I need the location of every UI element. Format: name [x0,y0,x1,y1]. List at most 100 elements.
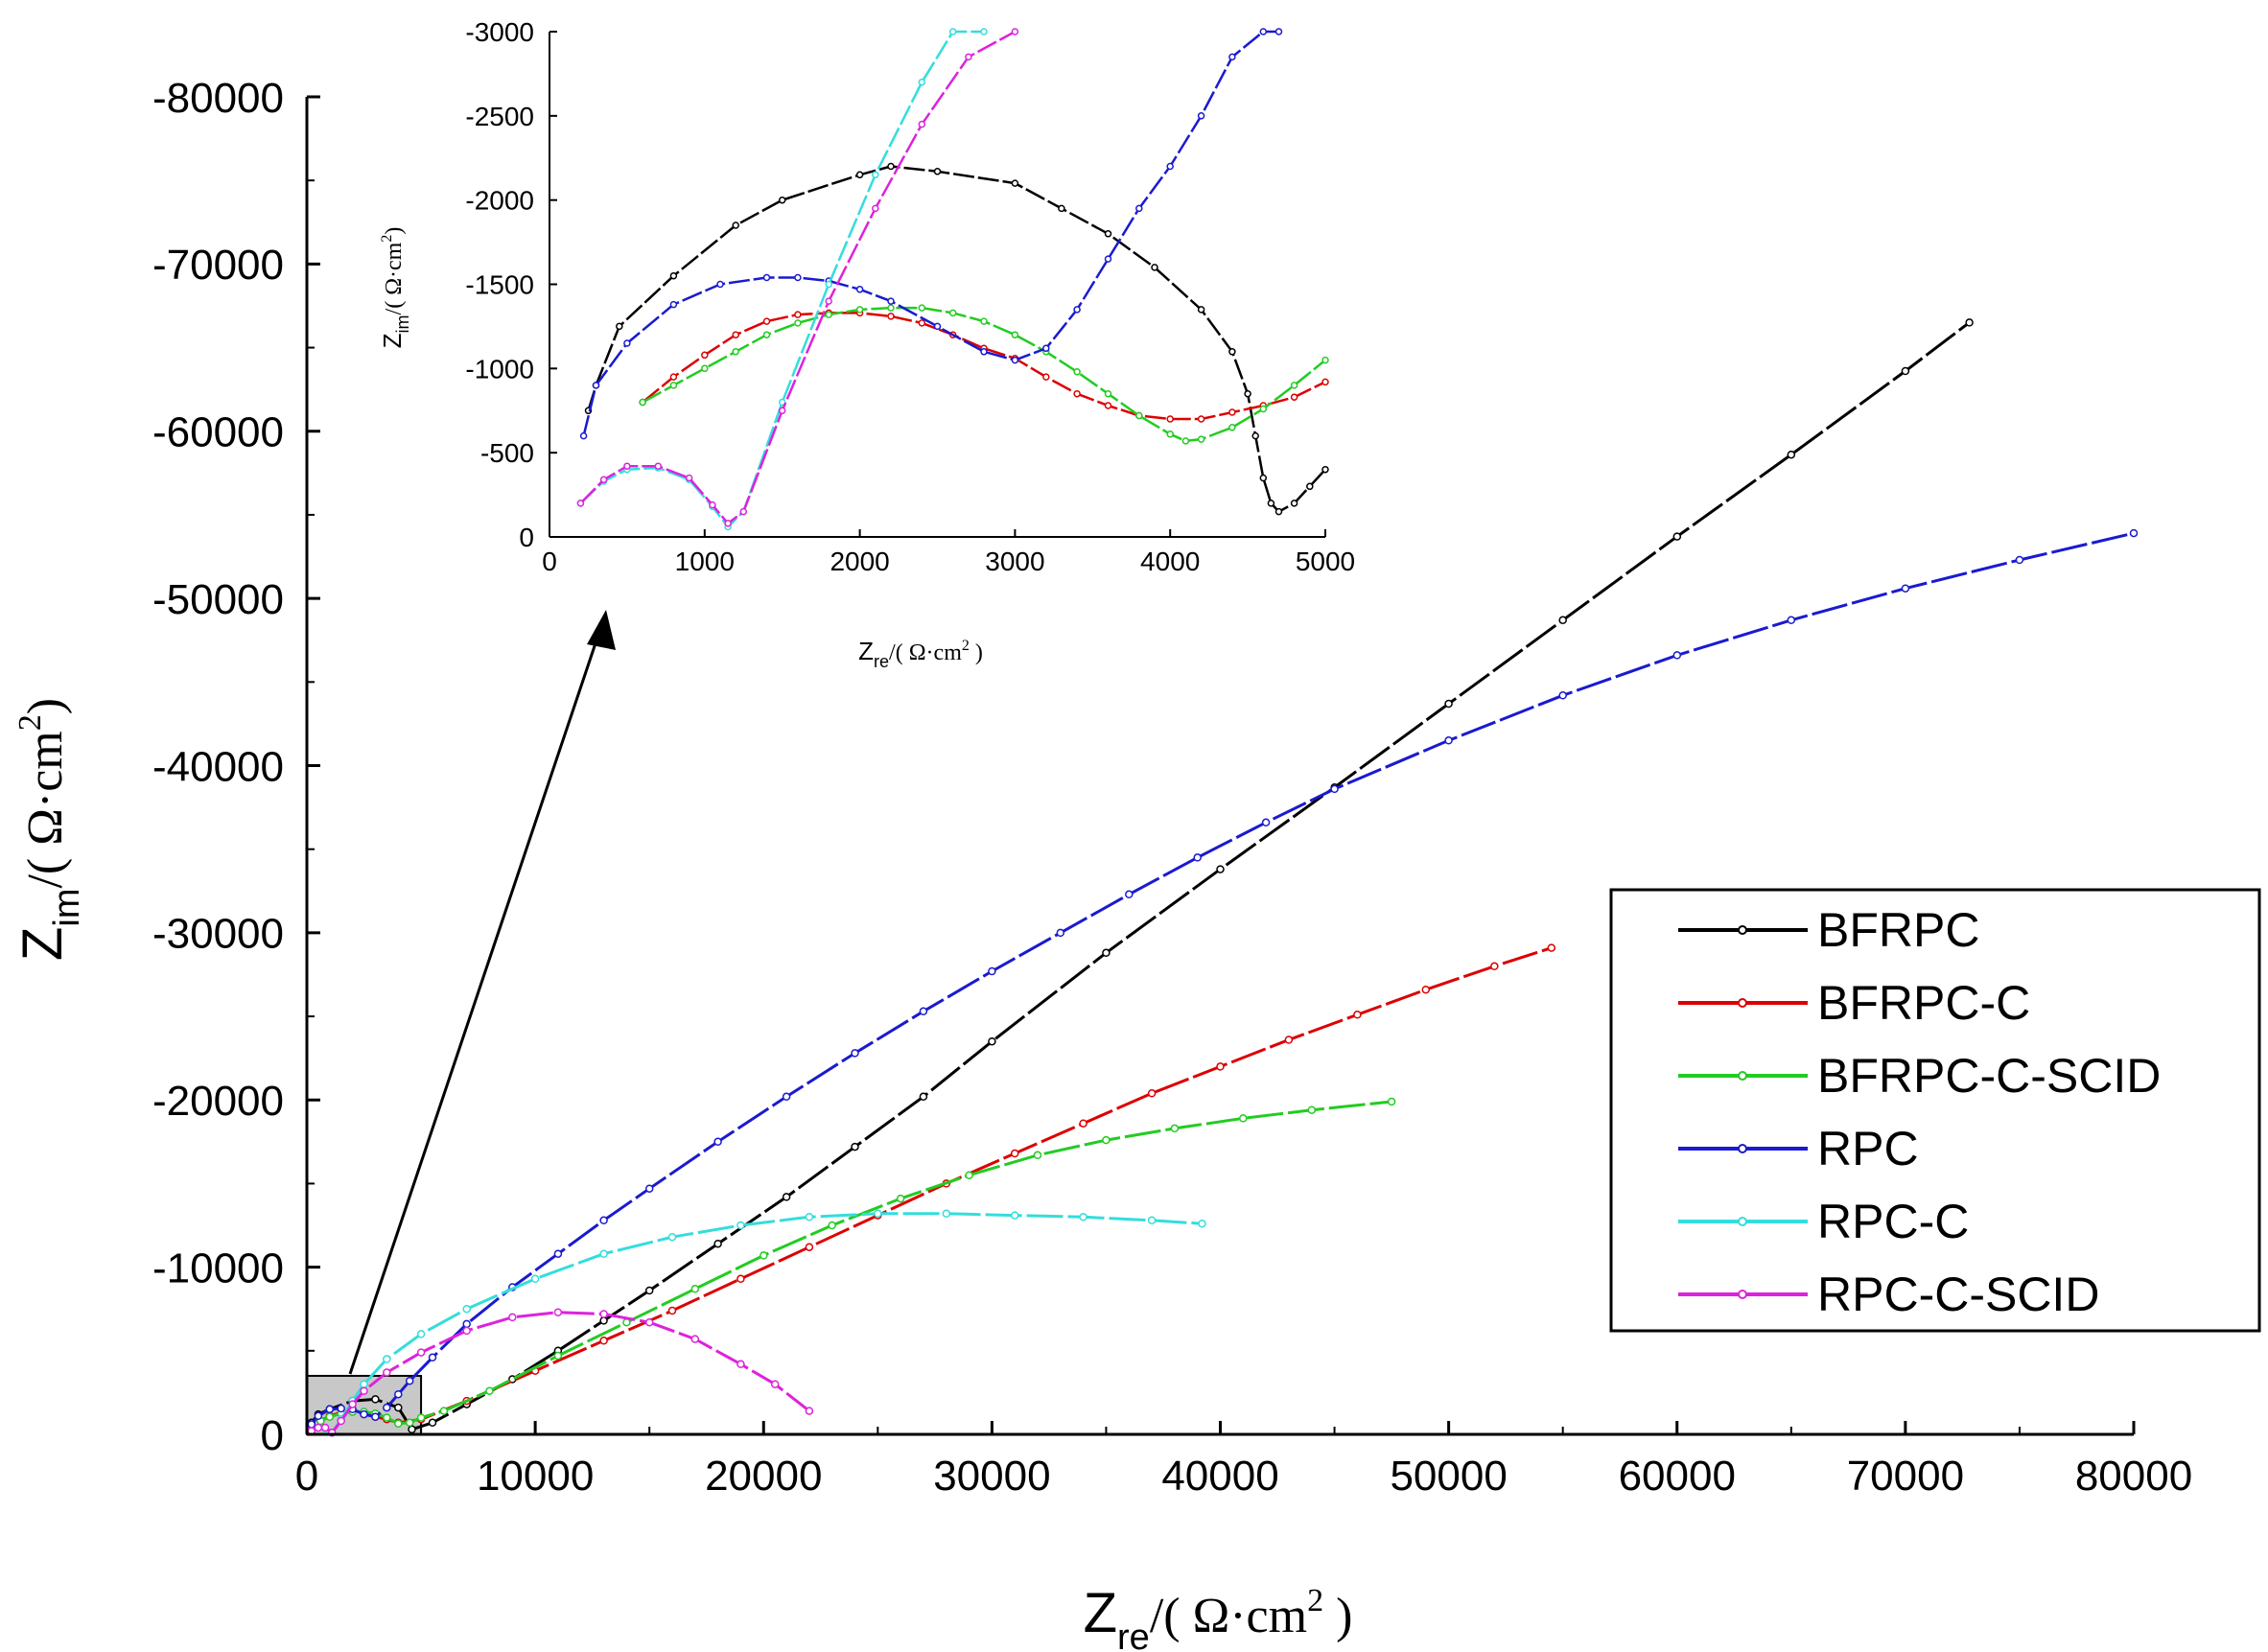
x-axis-title-sup: 2 [1307,1583,1323,1618]
data-point [965,53,972,61]
data-point [314,1423,323,1432]
data-point [872,171,879,179]
x-axis-title-sub: re [1117,1617,1150,1652]
data-point [1290,500,1298,507]
data-point [887,162,895,171]
x-tick-label: 20000 [705,1453,822,1500]
data-point [654,462,663,470]
data-point [1787,450,1796,459]
series-bfrpc-c-scid [639,304,1329,445]
data-point [1216,1062,1225,1071]
data-point [1193,853,1202,862]
data-point [1102,1135,1111,1145]
x-axis-title-close: ) [1323,1589,1352,1643]
x-tick-label: 3000 [985,547,1044,576]
x-tick-label: 80000 [2075,1453,2192,1500]
y-tick-label: -1000 [465,354,534,384]
data-point [462,1304,471,1314]
data-point [1672,532,1682,541]
data-point [1284,1035,1294,1044]
data-point [325,1405,335,1414]
data-point [462,1326,471,1336]
y-tick-label: -500 [480,438,534,468]
y-tick-label: -2000 [465,186,534,216]
data-point [805,1213,814,1222]
data-point [360,1386,368,1395]
data-point [405,1418,414,1428]
y-tick-label: -30000 [152,911,284,958]
data-point [855,286,864,293]
data-point [2015,555,2024,565]
x-tick-label: 60000 [1619,1453,1736,1500]
data-point [416,1413,426,1422]
data-point [416,1348,426,1357]
data-point [1166,415,1174,423]
data-point [428,1353,437,1362]
data-point [553,1249,563,1258]
data-point [739,507,748,516]
data-point [855,306,864,314]
data-point [383,1368,391,1377]
data-point [737,1360,745,1369]
data-point [1228,408,1236,416]
data-point [462,1319,471,1329]
data-point [669,271,678,280]
series-line [642,306,1326,443]
legend-box [1609,888,2261,1333]
data-point [724,520,732,527]
legend-item-bfrpc-c: BFRPC-C [1678,976,2030,1030]
data-point [1104,389,1112,398]
data-point [644,1184,654,1193]
y-tick-label: -1500 [465,270,534,300]
data-point [599,1310,608,1318]
data-point [644,1286,654,1295]
y-tick-label: 0 [519,523,534,552]
data-point [394,1419,403,1428]
inset-y-axis-title: Zim/( Ω·cm2) [378,227,412,349]
data-point [778,407,786,415]
y-tick-label: -60000 [152,409,284,456]
data-point [1198,1220,1206,1228]
main-y-axis-title: Zim/( Ω·cm2) [12,698,87,961]
data-point [851,1142,859,1152]
y-tick-label: -40000 [152,743,284,790]
legend-marker [1738,1290,1747,1299]
data-point [732,348,739,356]
legend-label: BFRPC [1817,903,1979,957]
data-point [428,1418,437,1428]
y-tick-label: -70000 [152,242,284,289]
data-point [874,1209,882,1219]
data-point [1353,1011,1362,1019]
inset-plot: 0 1000 2000 3000 4000 5000 0 -500 -1000 -1500 -20… [378,17,1355,671]
data-point [1166,430,1174,438]
data-point [599,1337,608,1345]
data-point [371,1412,380,1421]
data-point [1104,255,1112,263]
data-point [1042,344,1050,353]
data-point [782,1092,791,1102]
data-point [1056,928,1065,938]
data-point [599,1216,608,1225]
data-point [669,373,678,381]
data-point [713,1137,722,1147]
data-point [825,311,832,318]
data-point [360,1409,368,1419]
data-point [1125,890,1134,899]
data-point [805,1407,814,1415]
data-point [416,1330,426,1338]
data-point [1010,1149,1019,1158]
data-point [1079,1119,1087,1128]
y-axis-title-main: Z [12,927,74,961]
data-point [669,382,678,389]
data-point [965,1171,973,1179]
data-point [616,322,623,331]
data-point [553,1351,563,1361]
zoom-arrow-head [587,610,616,650]
data-point [1010,1211,1019,1220]
x-tick-label: 0 [542,547,557,576]
data-point [1147,1089,1157,1098]
series-line [642,312,1326,421]
data-point [1259,405,1268,413]
data-point [770,1380,780,1388]
data-point [314,1411,323,1421]
